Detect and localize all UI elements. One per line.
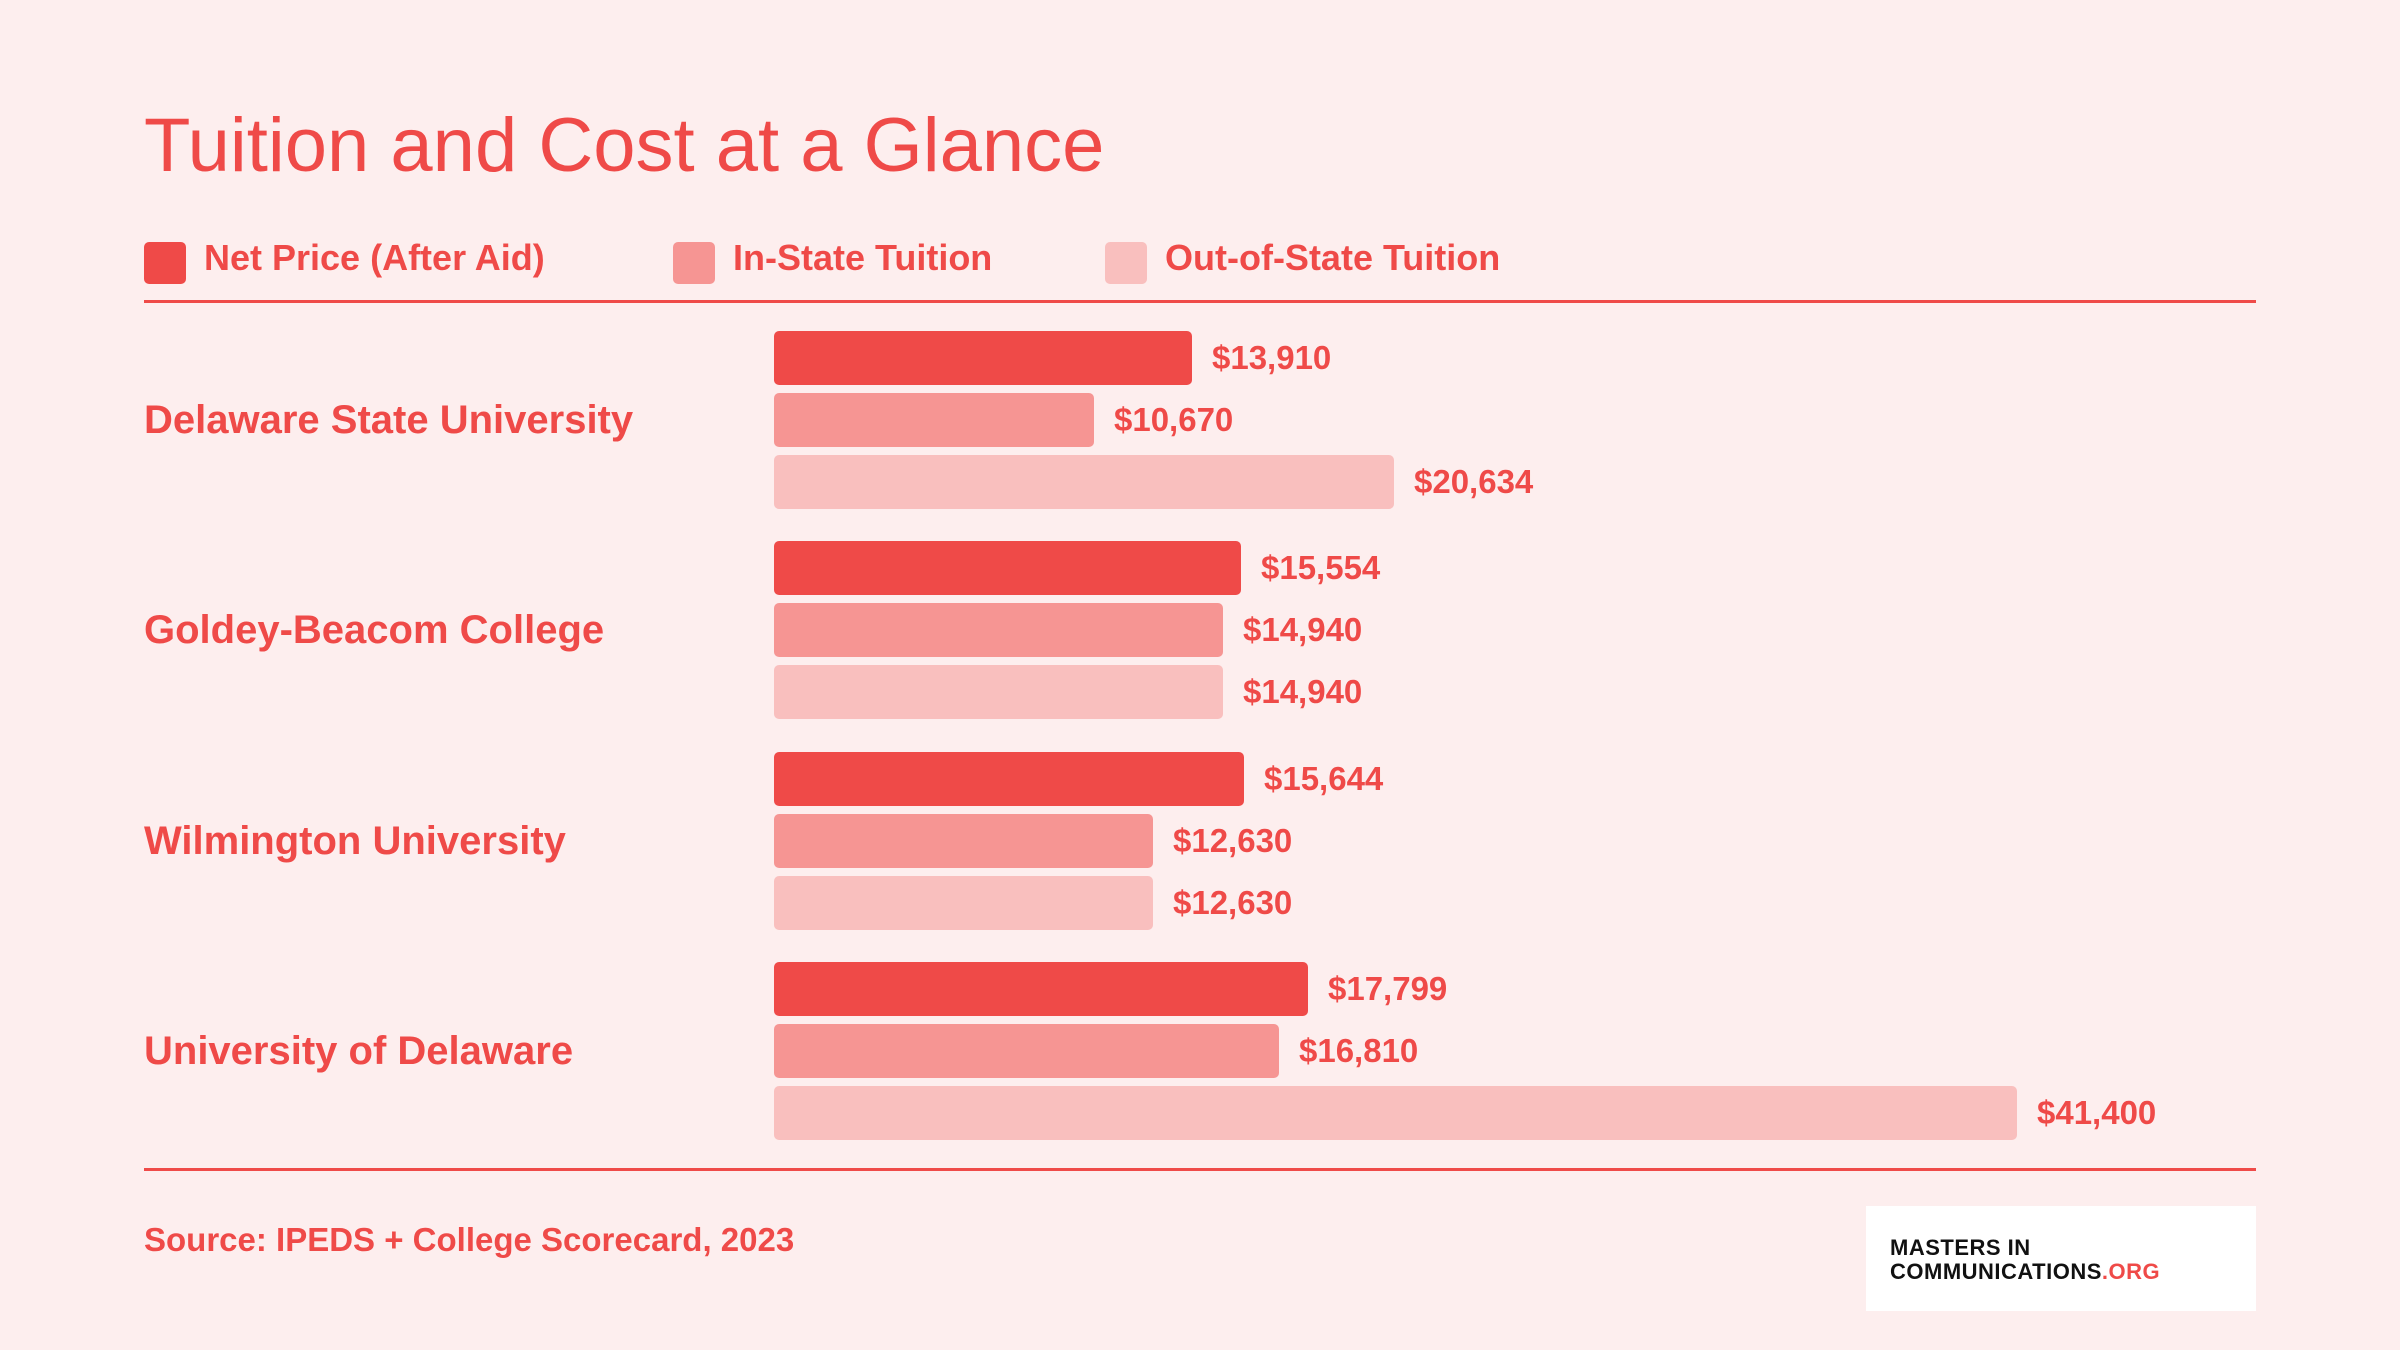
top-divider [144, 300, 2256, 303]
legend-swatch-net-price [144, 242, 186, 284]
bar-value-label: $15,644 [1264, 760, 1384, 797]
bar-net-price [774, 541, 1241, 595]
bar-value-label: $12,630 [1173, 884, 1293, 921]
bar-in-state [774, 814, 1153, 868]
bar-net-price [774, 962, 1308, 1016]
bar-out-of-state [774, 876, 1153, 930]
bar-in-state [774, 1024, 1279, 1078]
category-label: Goldey-Beacom College [144, 608, 605, 652]
bar-out-of-state [774, 455, 1394, 509]
logo-line-2-main: COMMUNICATIONS [1890, 1259, 2102, 1284]
bar-value-label: $12,630 [1173, 822, 1293, 859]
bar-net-price [774, 752, 1244, 806]
bar-value-label: $41,400 [2037, 1094, 2157, 1131]
bar-out-of-state [774, 1086, 2017, 1140]
legend-label-net-price: Net Price (After Aid) [204, 237, 545, 278]
bar-value-label: $15,554 [1261, 549, 1381, 586]
logo-line-2: COMMUNICATIONS.ORG [1890, 1260, 2160, 1284]
bar-in-state [774, 603, 1223, 657]
site-logo: MASTERS IN COMMUNICATIONS.ORG [1866, 1206, 2256, 1311]
bar-value-label: $17,799 [1328, 970, 1448, 1007]
bar-value-label: $14,940 [1243, 673, 1363, 710]
source-note: Source: IPEDS + College Scorecard, 2023 [144, 1221, 795, 1258]
logo-line-2-suffix: .ORG [2101, 1259, 2161, 1284]
category-label: Wilmington University [144, 819, 566, 863]
legend-swatch-out-of-state [1105, 242, 1147, 284]
legend-swatch-in-state [673, 242, 715, 284]
bar-value-label: $16,810 [1299, 1032, 1419, 1069]
legend-label-in-state: In-State Tuition [733, 237, 993, 278]
bar-value-label: $10,670 [1114, 401, 1234, 438]
bar-value-label: $14,940 [1243, 611, 1363, 648]
chart-title: Tuition and Cost at a Glance [144, 103, 1105, 188]
logo-line-1: MASTERS IN [1890, 1235, 2031, 1260]
bar-in-state [774, 393, 1094, 447]
legend-label-out-of-state: Out-of-State Tuition [1165, 237, 1501, 278]
bottom-divider [144, 1168, 2256, 1171]
bar-value-label: $13,910 [1212, 339, 1332, 376]
bar-out-of-state [774, 665, 1223, 719]
category-label: University of Delaware [144, 1029, 574, 1073]
bar-value-label: $20,634 [1414, 463, 1534, 500]
bar-net-price [774, 331, 1192, 385]
category-label: Delaware State University [144, 398, 634, 442]
